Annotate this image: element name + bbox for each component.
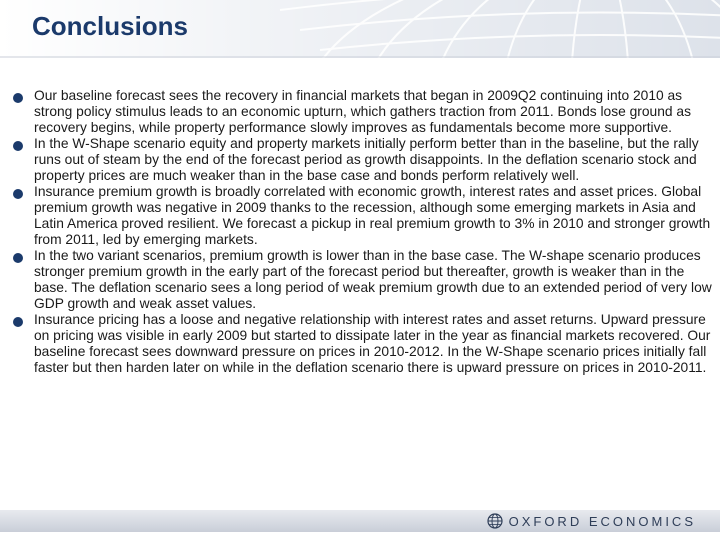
footer-logo: OXFORD ECONOMICS (486, 512, 696, 530)
bullet-text: Insurance pricing has a loose and negati… (34, 312, 711, 375)
logo-wordmark: OXFORD ECONOMICS (508, 513, 696, 529)
bullet-text: Our baseline forecast sees the recovery … (34, 88, 691, 135)
slide-header: Conclusions (0, 0, 720, 58)
bullet-icon (13, 141, 23, 151)
bullet-icon (13, 253, 23, 263)
footer-bar: OXFORD ECONOMICS (0, 510, 720, 532)
slide-body: Our baseline forecast sees the recovery … (12, 88, 712, 376)
bullet-text: In the two variant scenarios, premium gr… (34, 248, 712, 311)
bullet-item: Insurance pricing has a loose and negati… (12, 312, 712, 376)
bullet-icon (13, 317, 23, 327)
oxford-economics-logo-icon (486, 513, 503, 529)
bullet-text: Insurance premium growth is broadly corr… (34, 184, 711, 247)
slide-title: Conclusions (32, 11, 189, 41)
bullet-item: In the W-Shape scenario equity and prope… (12, 136, 712, 184)
bullet-item: In the two variant scenarios, premium gr… (12, 248, 712, 312)
bullet-text: In the W-Shape scenario equity and prope… (34, 136, 699, 183)
bullet-item: Our baseline forecast sees the recovery … (12, 88, 712, 136)
bullet-icon (13, 93, 23, 103)
bullet-list: Our baseline forecast sees the recovery … (12, 88, 712, 376)
bullet-icon (13, 189, 23, 199)
bullet-item: Insurance premium growth is broadly corr… (12, 184, 712, 248)
globe-grid-icon (0, 0, 720, 58)
